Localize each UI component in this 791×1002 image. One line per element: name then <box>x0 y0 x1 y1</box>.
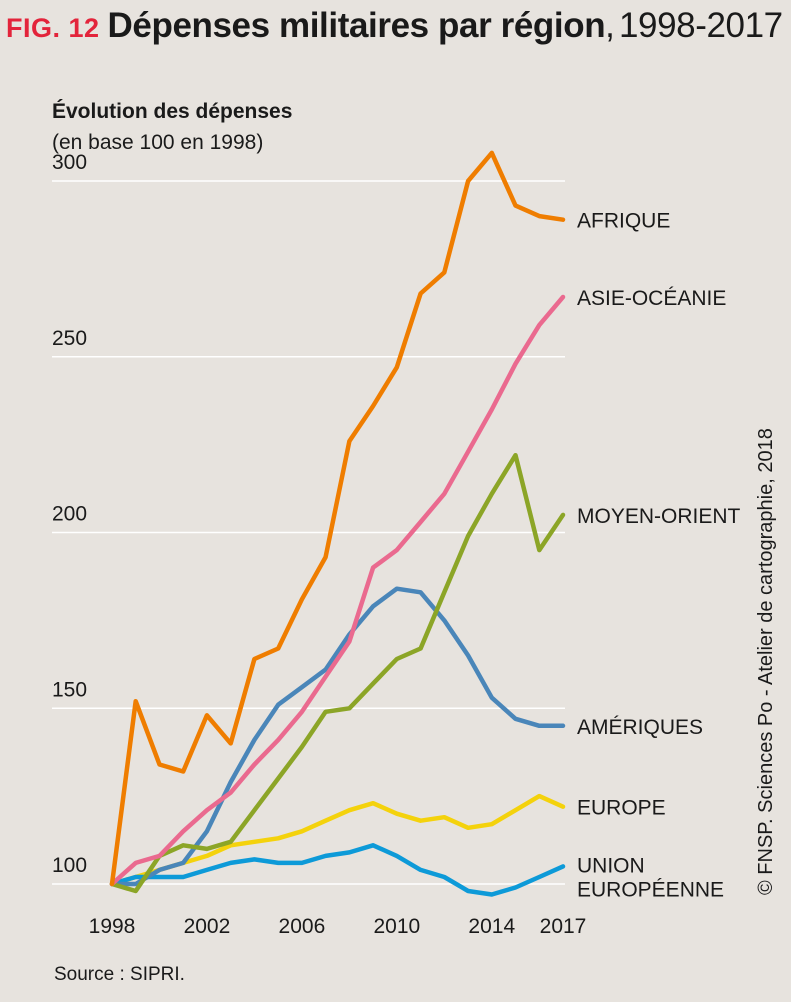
series-line-afrique <box>109 150 566 887</box>
series-line-moyen-orient <box>109 452 566 894</box>
series-label-union-europeenne: UNION <box>577 854 645 877</box>
x-tick-label: 2002 <box>184 915 231 938</box>
x-tick-label: 2014 <box>468 915 515 938</box>
y-tick-label: 300 <box>52 151 87 174</box>
series-label-moyen-orient: MOYEN-ORIENT <box>577 505 741 528</box>
series-label-afrique: AFRIQUE <box>577 210 670 233</box>
series-line-asie-oceanie <box>109 294 566 887</box>
y-axis-title: Évolution des dépenses <box>52 100 292 123</box>
figure-years: 1998-2017 <box>618 6 783 45</box>
series-label-asie-oceanie: ASIE-OCÉANIE <box>577 287 726 310</box>
series-label-europe: EUROPE <box>577 797 666 820</box>
series-line-ameriques <box>109 586 566 887</box>
figure-number: FIG. 12 <box>6 13 100 43</box>
y-axis-subtitle: (en base 100 en 1998) <box>52 131 263 154</box>
copyright-credit: © FNSP. Sciences Po - Atelier de cartogr… <box>755 428 777 895</box>
series-line-europe <box>109 793 566 887</box>
series-line-union-europeenne <box>109 843 566 897</box>
figure-header: FIG. 12 Dépenses militaires par région, 1… <box>6 6 783 46</box>
figure-title: Dépenses militaires par région <box>107 6 606 45</box>
x-tick-label: 1998 <box>89 915 136 938</box>
y-tick-label: 200 <box>52 503 87 526</box>
x-tick-label: 2010 <box>373 915 420 938</box>
series-label-union-europeenne: EUROPÉENNE <box>577 878 724 901</box>
x-tick-label: 2006 <box>279 915 326 938</box>
x-tick-label: 2017 <box>540 915 587 938</box>
source-note: Source : SIPRI. <box>54 964 185 985</box>
series-label-ameriques: AMÉRIQUES <box>577 716 703 739</box>
y-tick-label: 100 <box>52 854 87 877</box>
y-tick-label: 150 <box>52 678 87 701</box>
y-tick-label: 250 <box>52 327 87 350</box>
title-separator: , <box>605 6 615 45</box>
